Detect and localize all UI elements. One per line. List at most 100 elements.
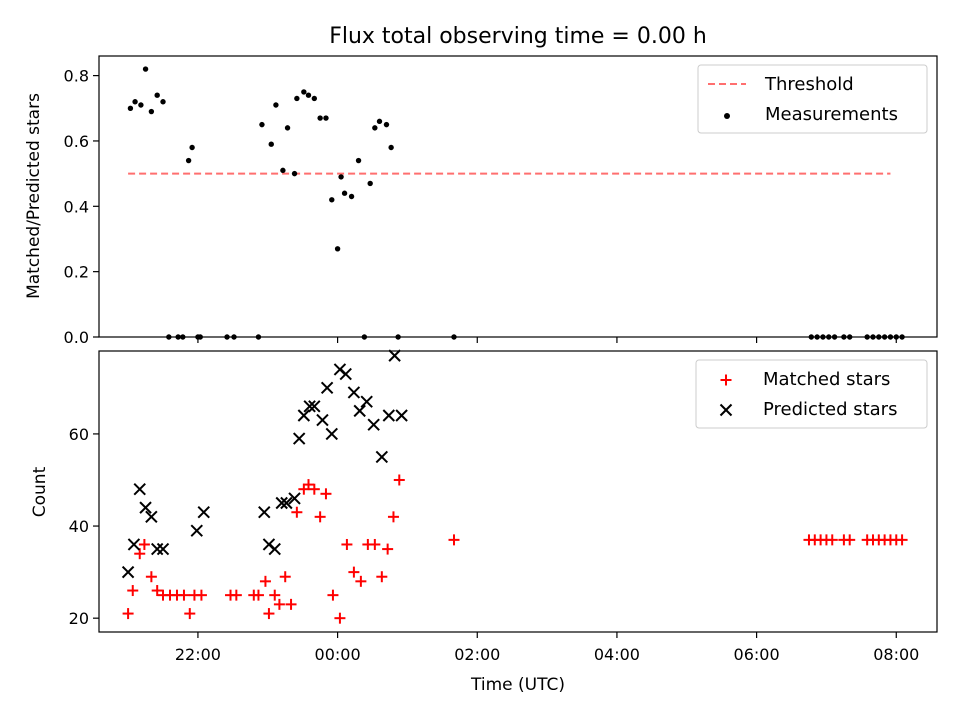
measurement-point: [284, 125, 291, 131]
matched-star-point: [138, 538, 150, 550]
measurement-point: [383, 121, 390, 128]
measurement-point: [142, 66, 149, 72]
bottom-legend-box: [695, 359, 928, 429]
top-y-axis-label: Matched/Predicted stars: [24, 93, 44, 299]
measurement-point: [367, 180, 373, 187]
matched-stars-legend-label: Matched stars: [763, 369, 890, 390]
matched-star-point: [320, 488, 332, 500]
matched-star-point: [387, 511, 399, 523]
measurement-point: [273, 102, 279, 108]
predicted-star-point: [339, 367, 352, 381]
predicted-star-point: [268, 542, 281, 556]
top-y-ticks: 0.0 0.2 0.4 0.6 0.8: [64, 67, 99, 347]
matched-star-point: [448, 534, 460, 546]
matched-star-point: [341, 538, 353, 550]
predicted-star-point: [367, 418, 380, 431]
bottom-y-axis-label: Count: [30, 466, 50, 517]
matched-star-point: [279, 571, 291, 583]
measurement-point: [268, 141, 274, 147]
predicted-star-point: [320, 381, 334, 395]
matched-star-point: [382, 543, 394, 555]
predicted-star-point: [133, 482, 146, 496]
bottom-plot-data: [121, 349, 908, 624]
predicted-star-point: [395, 409, 408, 422]
measurement-point: [355, 157, 362, 164]
matched-star-point: [826, 534, 838, 546]
bottom-plot-frame: [98, 350, 938, 633]
top-legend-box: [697, 64, 928, 134]
predicted-stars-legend-label: Predicted stars: [763, 399, 897, 420]
top-y-tick-label: 0.0: [64, 328, 89, 347]
top-y-tick-label: 0.4: [64, 197, 89, 216]
measurement-point: [372, 125, 378, 131]
predicted-star-point: [150, 542, 164, 556]
matched-star-point: [327, 589, 339, 601]
measurement-point: [291, 170, 298, 177]
bottom-x-tick-label: 08:00: [873, 645, 919, 664]
matched-star-point: [376, 571, 388, 583]
predicted-star-point: [316, 413, 329, 427]
predicted-star-point: [388, 349, 401, 362]
measurement-point: [329, 197, 335, 203]
matched-star-point: [291, 506, 303, 518]
bottom-x-axis-label: Time (UTC): [470, 675, 565, 695]
matched-star-point: [151, 585, 163, 597]
matched-star-point: [259, 575, 271, 587]
predicted-star-point: [382, 409, 396, 422]
matched-star-point: [252, 589, 264, 601]
measurement-point: [132, 99, 138, 105]
bottom-y-tick-label: 40: [69, 517, 89, 536]
matched-star-point: [369, 538, 381, 550]
top-legend: Threshold Measurements: [697, 64, 928, 134]
measurement-point: [348, 193, 355, 200]
measurement-point: [127, 105, 134, 111]
top-y-tick-label: 0.8: [64, 67, 89, 86]
bottom-y-tick-label: 60: [69, 425, 89, 444]
predicted-star-point: [375, 450, 389, 464]
bottom-x-tick-label: 00:00: [315, 645, 361, 664]
predicted-star-point: [145, 510, 158, 524]
measurements-legend-swatch: [724, 113, 730, 119]
predicted-star-point: [288, 492, 301, 505]
bottom-x-tick-label: 02:00: [454, 645, 500, 664]
matched-star-point: [195, 589, 207, 601]
measurement-point: [154, 92, 160, 98]
bottom-x-tick-label: 04:00: [594, 645, 640, 664]
matched-star-point: [230, 589, 242, 601]
predicted-stars-legend-marker: [719, 403, 733, 417]
measurement-point: [341, 190, 348, 196]
matched-stars-legend-swatch: [720, 374, 732, 386]
predicted-star-point: [360, 395, 373, 408]
measurement-point: [148, 108, 155, 115]
measurement-point: [305, 92, 312, 98]
predicted-star-point: [156, 542, 170, 556]
bottom-x-ticks: 22:00 00:00 02:00 04:00 06:00 08:00: [175, 632, 919, 664]
predicted-star-point: [258, 506, 271, 519]
threshold-legend-label: Threshold: [764, 74, 854, 95]
predicted-star-point: [121, 565, 135, 579]
matched-star-point: [269, 589, 281, 601]
measurement-point: [376, 118, 383, 125]
measurement-point: [189, 144, 195, 151]
measurement-point: [311, 95, 318, 102]
predicted-star-point: [303, 400, 316, 413]
matched-star-point: [355, 575, 367, 587]
top-plot-frame: [98, 55, 938, 338]
predicted-star-point: [139, 501, 152, 514]
bottom-x-tick-label: 06:00: [734, 645, 780, 664]
measurement-point: [259, 121, 265, 128]
measurement-point: [160, 99, 166, 105]
matched-star-point: [334, 612, 346, 624]
predicted-star-point: [190, 524, 203, 537]
predicted-star-point: [275, 496, 288, 510]
matched-star-point: [184, 608, 196, 620]
measurement-point: [138, 102, 144, 108]
measurement-point: [185, 157, 192, 164]
predicted-star-point: [297, 409, 311, 422]
matched-stars-legend-marker: [720, 374, 732, 386]
matched-star-point: [127, 585, 139, 597]
measurement-point: [317, 115, 323, 121]
measurement-point: [301, 89, 307, 95]
predicted-star-point: [325, 427, 338, 441]
